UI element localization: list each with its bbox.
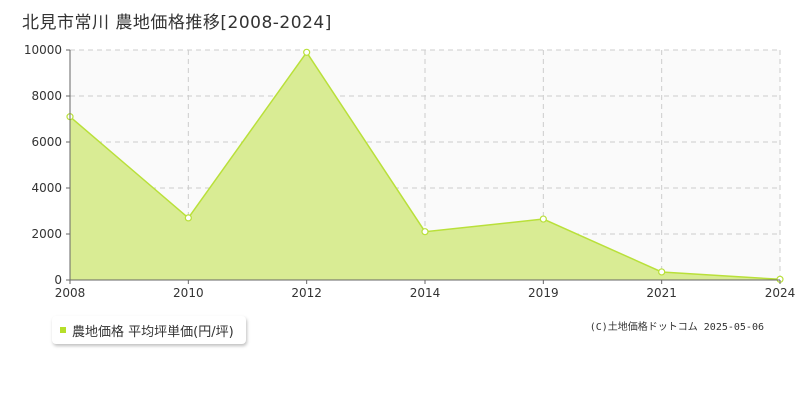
copyright-credit: (C)土地価格ドットコム 2025-05-06 (589, 322, 764, 333)
legend-label: 農地価格 平均坪単価(円/坪) (72, 324, 234, 340)
data-point (303, 48, 311, 56)
x-tick-label: 2014 (410, 286, 441, 300)
data-point (184, 214, 192, 222)
y-tick-label: 6000 (31, 135, 62, 149)
x-tick-label: 2021 (646, 286, 677, 300)
data-point (658, 268, 666, 276)
data-point (421, 228, 429, 236)
x-tick-label: 2008 (55, 286, 86, 300)
chart-title: 北見市常川 農地価格推移[2008-2024] (22, 13, 332, 33)
y-tick-label: 4000 (31, 181, 62, 195)
legend-swatch (60, 327, 66, 333)
legend: 農地価格 平均坪単価(円/坪) (52, 316, 246, 344)
x-tick-label: 2012 (291, 286, 322, 300)
x-tick-label: 2024 (765, 286, 796, 300)
tick-labels: 0 2000 4000 6000 8000 10000 2008 2010 2012 2014 20… (24, 43, 795, 300)
y-tick-label: 8000 (31, 89, 62, 103)
axes (66, 49, 781, 284)
area-fill (70, 52, 780, 280)
y-tick-label: 10000 (24, 43, 62, 57)
y-tick-label: 0 (54, 273, 62, 287)
x-tick-label: 2010 (173, 286, 204, 300)
y-tick-label: 2000 (31, 227, 62, 241)
data-point (539, 215, 547, 223)
x-tick-label: 2019 (528, 286, 559, 300)
